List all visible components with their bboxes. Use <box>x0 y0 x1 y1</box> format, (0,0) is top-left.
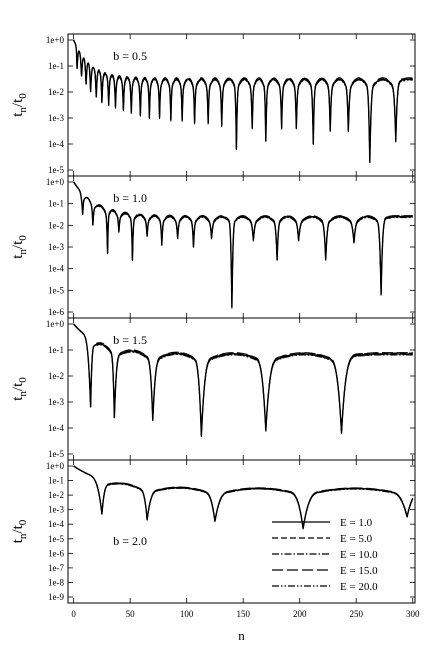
x-axis-label: n <box>238 628 245 643</box>
y-tick-label: 1e-5 <box>48 534 64 544</box>
y-tick-label: 1e+0 <box>46 461 65 471</box>
y-tick-label: 1e+0 <box>46 35 65 45</box>
x-tick-label: 100 <box>180 609 194 619</box>
legend-label: E = 1.0 <box>340 517 373 529</box>
y-tick-label: 1e-3 <box>48 505 64 515</box>
y-tick-label: 1e-6 <box>48 307 64 317</box>
series-line-4 <box>73 181 413 307</box>
panel-label: b = 2.0 <box>113 534 147 548</box>
legend-label: E = 15.0 <box>340 565 378 577</box>
y-tick-label: 1e-1 <box>48 345 64 355</box>
y-axis-label: tn/t0 <box>10 235 29 259</box>
y-tick-label: 1e-2 <box>48 220 64 230</box>
series-line-5 <box>73 324 413 437</box>
series-line-5 <box>73 465 414 530</box>
y-tick-label: 1e-1 <box>48 199 64 209</box>
y-tick-label: 1e-4 <box>48 264 64 274</box>
y-tick-label: 1e+0 <box>46 177 65 187</box>
y-axis-label: tn/t0 <box>10 519 29 543</box>
legend-label: E = 10.0 <box>340 549 378 561</box>
series-line-5 <box>73 182 413 309</box>
y-axis-label: tn/t0 <box>10 93 29 117</box>
y-tick-label: 1e+0 <box>46 319 65 329</box>
x-tick-label: 150 <box>236 609 250 619</box>
series-line-4 <box>73 39 413 161</box>
y-tick-label: 1e-4 <box>48 519 64 529</box>
panel-2: 1e+0 1e-1 1e-2 1e-3 1e-4 1e-5 1e-6 b = 1.0 tn/t0 <box>10 175 416 319</box>
series-line-2 <box>73 181 413 307</box>
x-tick-label: 0 <box>71 609 76 619</box>
panel-4: 1e+0 1e-1 1e-2 1e-3 1e-4 1e-5 1e-6 1e-7 1e-8 1e-9… <box>10 459 416 604</box>
y-tick-label: 1e-1 <box>48 61 64 71</box>
y-tick-label: 1e-3 <box>48 113 64 123</box>
y-tick-label: 1e-4 <box>48 423 64 433</box>
x-tick-label: 50 <box>126 609 136 619</box>
panel-label: b = 0.5 <box>113 49 147 63</box>
y-tick-label: 1e-4 <box>48 139 64 149</box>
legend-label: E = 5.0 <box>340 533 373 545</box>
panel-1: 1e+0 1e-1 1e-2 1e-3 1e-4 1e-5 b = 0.5 tn/t0 <box>10 33 416 177</box>
y-tick-label: 1e-7 <box>48 563 64 573</box>
panel-label: b = 1.0 <box>113 191 147 205</box>
y-tick-label: 1e-5 <box>48 285 64 295</box>
panel-3: 1e+0 1e-1 1e-2 1e-3 1e-4 1e-5 b = 1.5 tn/t0 <box>10 317 416 461</box>
y-tick-label: 1e-5 <box>48 449 64 459</box>
panel-frame <box>67 459 416 604</box>
y-tick-label: 1e-3 <box>48 397 64 407</box>
x-tick-label: 250 <box>349 609 363 619</box>
series-line-4 <box>73 323 413 435</box>
series-line-5 <box>73 40 413 164</box>
y-axis-label: tn/t0 <box>10 377 29 401</box>
y-tick-label: 1e-9 <box>48 592 64 602</box>
x-tick-label: 300 <box>406 609 420 619</box>
y-tick-label: 1e-2 <box>48 490 64 500</box>
y-tick-label: 1e-6 <box>48 548 64 558</box>
y-tick-label: 1e-1 <box>48 476 64 486</box>
series-line-4 <box>73 465 414 528</box>
legend-label: E = 20.0 <box>340 581 378 593</box>
panel-label: b = 1.5 <box>113 333 147 347</box>
y-tick-label: 1e-5 <box>48 165 64 175</box>
y-tick-label: 1e-2 <box>48 371 64 381</box>
x-tick-label: 200 <box>293 609 307 619</box>
series-line-1 <box>73 323 413 436</box>
y-tick-label: 1e-8 <box>48 577 64 587</box>
y-tick-label: 1e-2 <box>48 87 64 97</box>
y-tick-label: 1e-3 <box>48 242 64 252</box>
